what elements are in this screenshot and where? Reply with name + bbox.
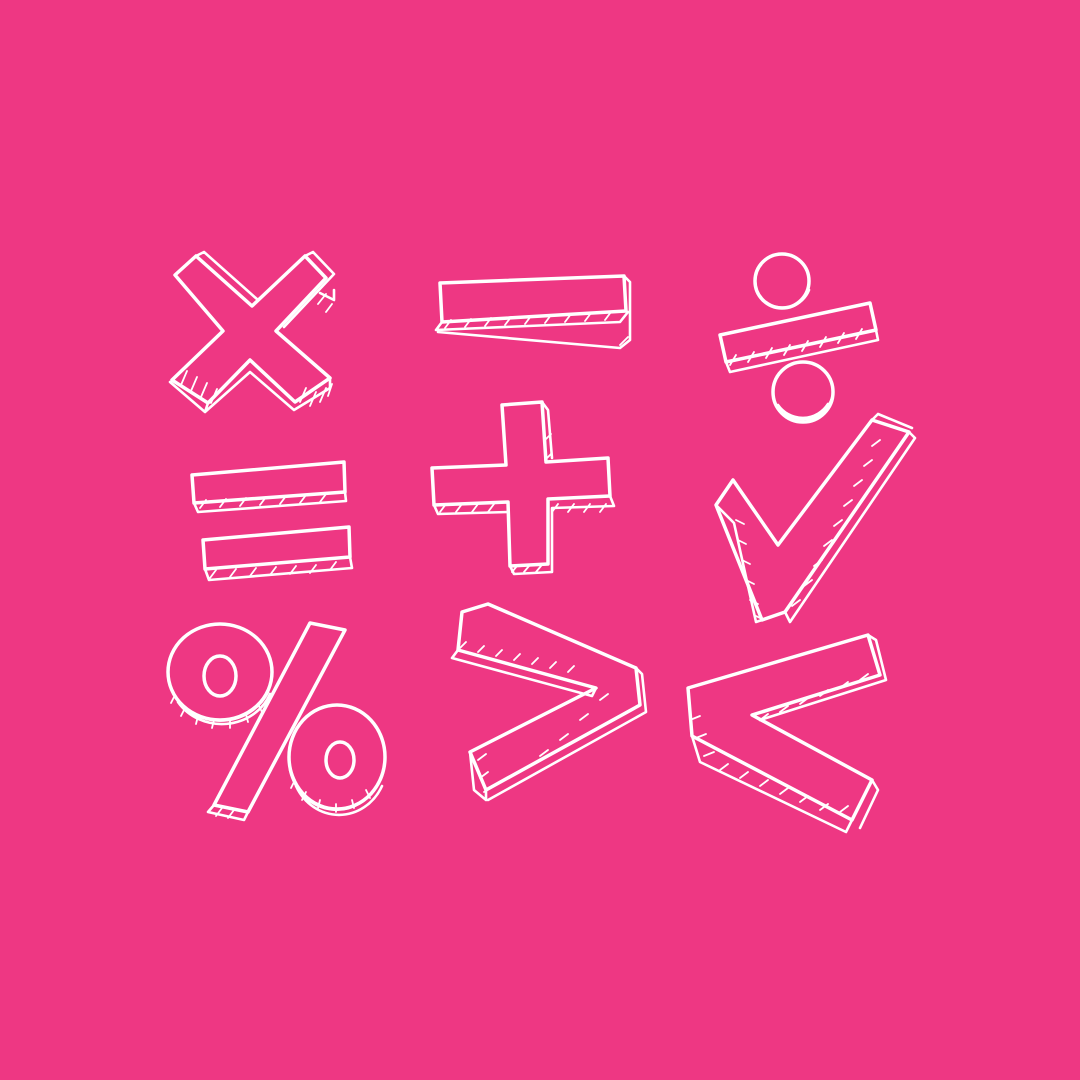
square-root-sign-icon [714, 412, 917, 624]
divide-sign-icon [718, 252, 880, 424]
minus-sign-icon [434, 274, 632, 350]
equals-sign-icon [190, 460, 354, 582]
less-than-sign-icon [686, 633, 888, 834]
percent-sign-icon [166, 621, 387, 822]
greater-than-sign-icon [450, 602, 648, 802]
plus-sign-icon [430, 400, 616, 576]
multiply-sign-icon [168, 250, 336, 414]
